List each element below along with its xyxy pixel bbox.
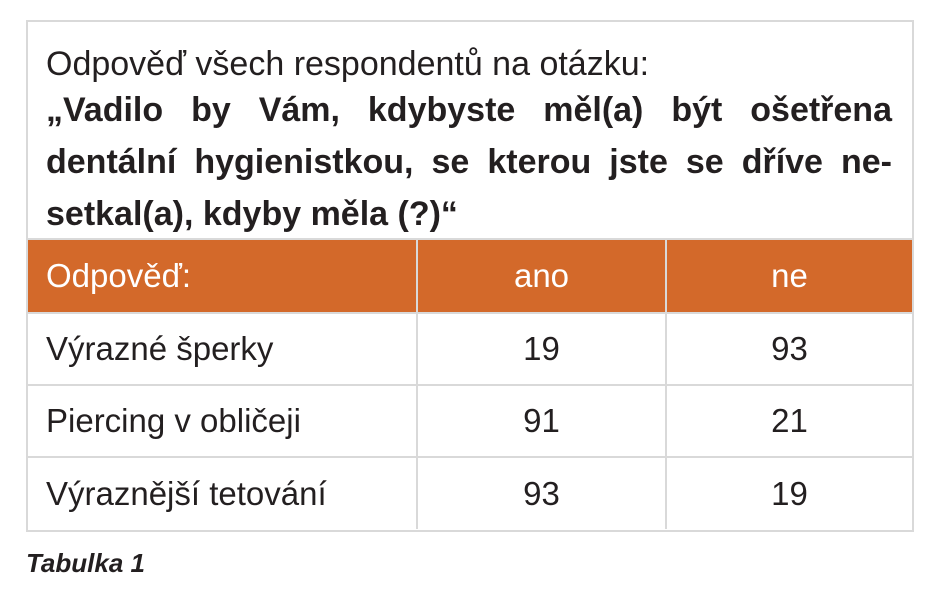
row-no-value: 21 (665, 384, 912, 457)
header-yes: ano (416, 238, 666, 313)
row-yes-value: 19 (416, 312, 666, 385)
row-no-value: 93 (665, 312, 912, 385)
row-label: Piercing v obličeji (28, 384, 417, 457)
table-header-row: Odpověď: ano ne (28, 238, 912, 313)
table-row: Výrazné šperky 19 93 (28, 312, 912, 385)
row-label: Výrazné šperky (28, 312, 417, 385)
survey-table: Odpověď všech respondentů na otázku: „Va… (26, 20, 914, 532)
question-intro: Odpověď všech respondentů na otázku: (46, 45, 650, 83)
row-yes-value: 93 (416, 456, 666, 529)
question-text: „Vadilo by Vám, kdybyste měl(a) být ošet… (46, 91, 892, 233)
table-row: Výraznější tetování 93 19 (28, 456, 912, 529)
header-no: ne (665, 238, 912, 313)
row-label: Výraznější tetování (28, 456, 417, 529)
table-caption: Tabulka 1 (26, 548, 145, 578)
question-cell: Odpověď všech respondentů na otázku: „Va… (28, 22, 912, 240)
header-answer: Odpověď: (28, 238, 417, 313)
row-yes-value: 91 (416, 384, 666, 457)
row-no-value: 19 (665, 456, 912, 529)
table-row: Piercing v obličeji 91 21 (28, 384, 912, 457)
answers-table: Odpověď: ano ne Výrazné šperky 19 93 Pie… (28, 238, 912, 529)
